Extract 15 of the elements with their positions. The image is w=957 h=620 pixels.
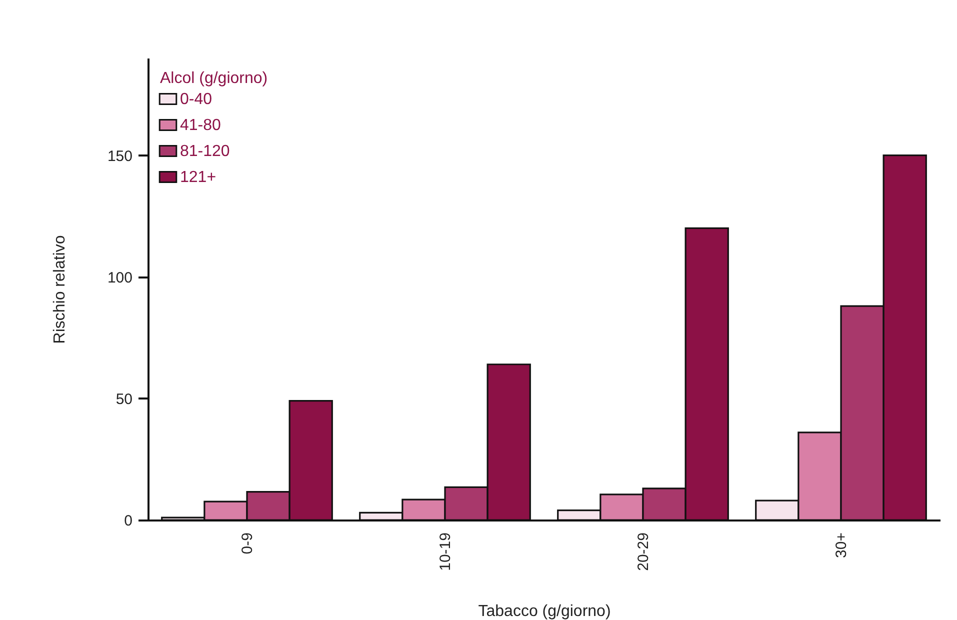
x-axis-title: Tabacco (g/giorno) (478, 602, 611, 620)
x-tick-label: 0-9 (239, 532, 256, 554)
legend-label: 81-120 (180, 143, 230, 160)
y-tick-label: 50 (116, 390, 132, 408)
y-tick-label: 100 (107, 269, 132, 286)
x-tick-label: 20-29 (635, 532, 652, 571)
x-tick-label: 30+ (833, 532, 850, 558)
legend-label: 41-80 (180, 117, 222, 134)
y-tick-label: 150 (107, 148, 132, 165)
legend-label: 0-40 (180, 91, 212, 108)
y-axis-title: Rischio relativo (51, 235, 68, 344)
x-tick-label: 10-19 (437, 532, 454, 571)
y-tick-label: 0 (124, 512, 132, 530)
legend-title: Alcol (g/giorno) (160, 70, 268, 87)
legend-label: 121+ (180, 169, 216, 186)
